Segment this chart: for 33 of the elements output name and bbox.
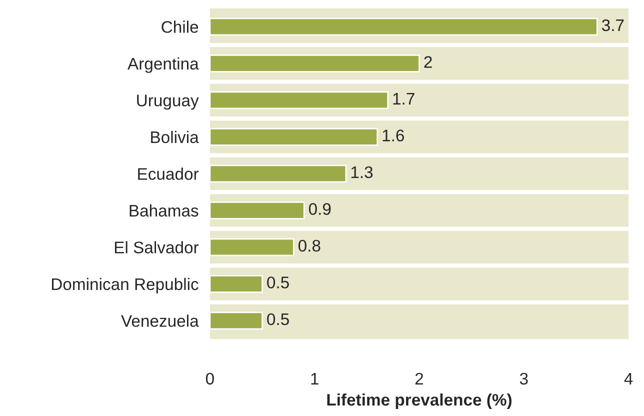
data-label: 1.6 [382,130,404,142]
data-label: 0.9 [308,203,331,215]
y-tick-label: Bolivia [151,130,199,144]
data-label: 0.5 [267,313,289,326]
x-tick-label: 3 [520,372,528,385]
y-tick-label: Argentina [128,57,199,73]
bar [210,312,263,330]
y-tick-label: El Salvador [114,241,199,254]
bar [210,91,389,110]
bar [210,238,294,256]
y-tick-label: Venezuela [121,314,199,327]
bar [210,201,305,220]
data-label: 3.7 [602,19,624,32]
bar [210,18,598,36]
x-tick-label: 0 [206,372,214,385]
y-tick-label: Chile [162,20,198,33]
data-label: 1.7 [393,93,414,104]
bar [210,274,263,293]
data-label: 1.3 [351,166,373,178]
bar [210,164,347,183]
y-tick-label: Dominican Republic [52,278,198,294]
x-tick-label: 1 [311,372,318,384]
y-tick-label: Uruguay [137,94,199,110]
data-label: 0.5 [267,276,289,288]
bar [210,54,420,72]
data-label: 0.8 [298,240,320,252]
x-tick-label: 2 [415,372,424,384]
bar [210,128,378,146]
y-tick-label: Ecuador [138,168,199,180]
x-tick-label: 4 [624,372,633,384]
data-label: 2 [424,56,432,68]
y-tick-label: Bahamas [130,204,198,217]
x-axis-title: Lifetime prevalence (%) [327,393,512,409]
